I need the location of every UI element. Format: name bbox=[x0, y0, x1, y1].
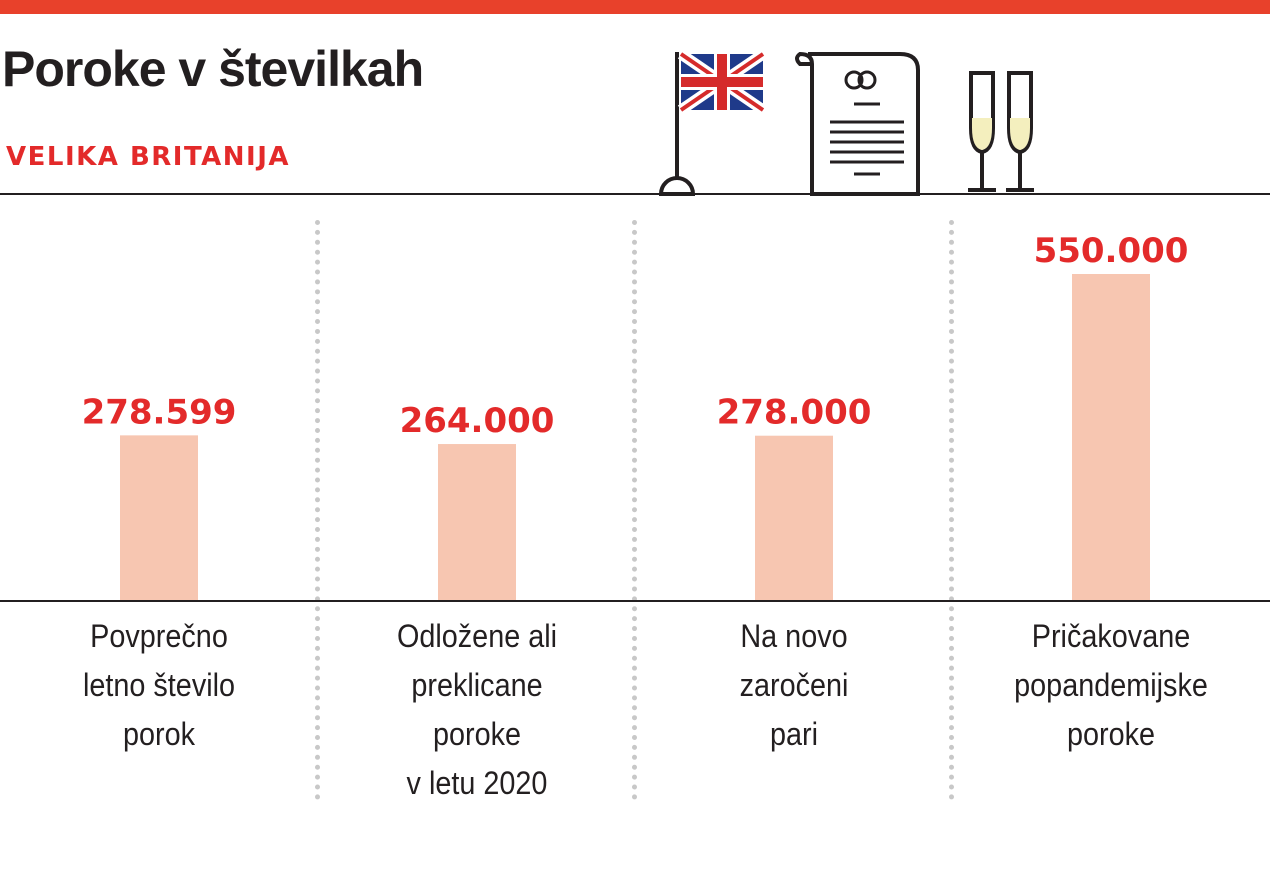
category-label-line: Odložene ali bbox=[396, 618, 558, 654]
column-divider bbox=[949, 220, 954, 800]
category-label-line: v letu 2020 bbox=[406, 765, 548, 801]
bar-1 bbox=[438, 444, 516, 601]
category-label-line: letno število bbox=[82, 667, 236, 703]
value-label-2: 278.000 bbox=[717, 393, 872, 433]
column-divider bbox=[315, 220, 320, 800]
page-subtitle: VELIKA BRITANIJA bbox=[6, 142, 291, 172]
chart-baseline bbox=[0, 600, 1270, 602]
bar-2 bbox=[755, 435, 833, 601]
category-label-line: poroke bbox=[432, 716, 522, 752]
top-accent-bar bbox=[0, 0, 1270, 14]
bar-3 bbox=[1072, 274, 1150, 601]
header-rule bbox=[0, 193, 1270, 195]
category-label-1: Odložene ali preklicane poroke v letu 2020 bbox=[342, 612, 612, 808]
marriage-certificate-icon bbox=[795, 51, 920, 196]
category-label-line: poroke bbox=[1066, 716, 1156, 752]
category-label-line: popandemijske bbox=[1014, 667, 1208, 703]
category-label-line: Na novo bbox=[740, 618, 848, 654]
category-label-line: Pričakovane bbox=[1031, 618, 1191, 654]
category-label-line: porok bbox=[122, 716, 196, 752]
value-label-1: 264.000 bbox=[400, 401, 555, 441]
page-title: Poroke v številkah bbox=[2, 41, 424, 97]
category-label-2: Na novo zaročeni pari bbox=[659, 612, 929, 759]
bar-0 bbox=[120, 435, 198, 601]
value-label-0: 278.599 bbox=[82, 392, 237, 432]
value-label-3: 550.000 bbox=[1034, 231, 1189, 271]
category-label-line: pari bbox=[769, 716, 819, 752]
category-label-line: preklicane bbox=[411, 667, 543, 703]
category-label-3: Pričakovane popandemijske poroke bbox=[976, 612, 1246, 759]
column-divider bbox=[632, 220, 637, 800]
uk-flag-icon bbox=[658, 49, 767, 196]
category-label-line: zaročeni bbox=[739, 667, 849, 703]
champagne-glasses-icon bbox=[968, 71, 1034, 192]
category-label-line: Povprečno bbox=[90, 618, 228, 654]
category-label-0: Povprečno letno število porok bbox=[24, 612, 294, 759]
